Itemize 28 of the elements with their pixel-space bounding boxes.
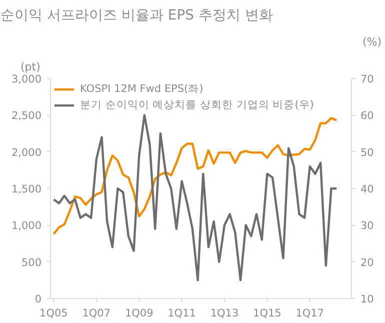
x-tick-label: 1Q13 [210, 308, 239, 320]
y2-tick-label: 60 [360, 110, 374, 122]
y2-tick-label: 40 [360, 184, 374, 196]
y-tick-label: 1,000 [11, 220, 42, 232]
y2-tick-label: 50 [360, 146, 374, 159]
y2-tick-label: 20 [360, 256, 374, 269]
y-tick-label: 3,000 [11, 74, 42, 86]
x-tick-label: 1Q05 [40, 308, 68, 320]
y-tick-label: 2,000 [11, 146, 42, 159]
y2-axis-title: (%) [362, 36, 382, 48]
chart-title: 순이익 서프라이즈 비율과 EPS 추정치 변화 [0, 8, 273, 24]
x-tick-label: 1Q17 [296, 308, 324, 320]
y-tick-label: 500 [21, 256, 42, 269]
x-tick-label: 1Q09 [124, 308, 154, 320]
line-series [52, 117, 338, 236]
y-tick-label: 1,500 [11, 184, 42, 196]
y-tick-label: 2,500 [11, 110, 42, 122]
x-tick-label: 1Q11 [168, 308, 196, 320]
y2-tick-label: 10 [360, 294, 374, 306]
x-tick-label: 1Q15 [253, 308, 282, 320]
y-axis-title: (pt) [20, 60, 40, 74]
y2-tick-label: 70 [360, 74, 374, 86]
x-tick-label: 1Q07 [82, 308, 111, 320]
y2-tick-label: 30 [360, 220, 374, 232]
legend-label: KOSPI 12M Fwd EPS(좌) [80, 82, 204, 96]
line-series [52, 114, 338, 282]
legend-label: 분기 순이익이 예상치를 상회한 기업의 비중(우) [80, 98, 314, 112]
y-tick-label: 0 [34, 294, 42, 306]
